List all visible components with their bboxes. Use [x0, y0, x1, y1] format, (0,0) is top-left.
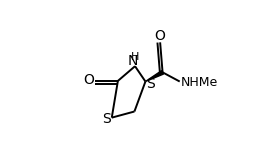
Text: S: S	[146, 77, 155, 91]
Text: S: S	[102, 112, 111, 126]
Text: NHMe: NHMe	[181, 76, 218, 89]
Polygon shape	[145, 71, 163, 82]
Text: H: H	[131, 52, 139, 62]
Text: O: O	[155, 29, 165, 43]
Text: O: O	[83, 73, 94, 87]
Text: N: N	[128, 54, 138, 68]
